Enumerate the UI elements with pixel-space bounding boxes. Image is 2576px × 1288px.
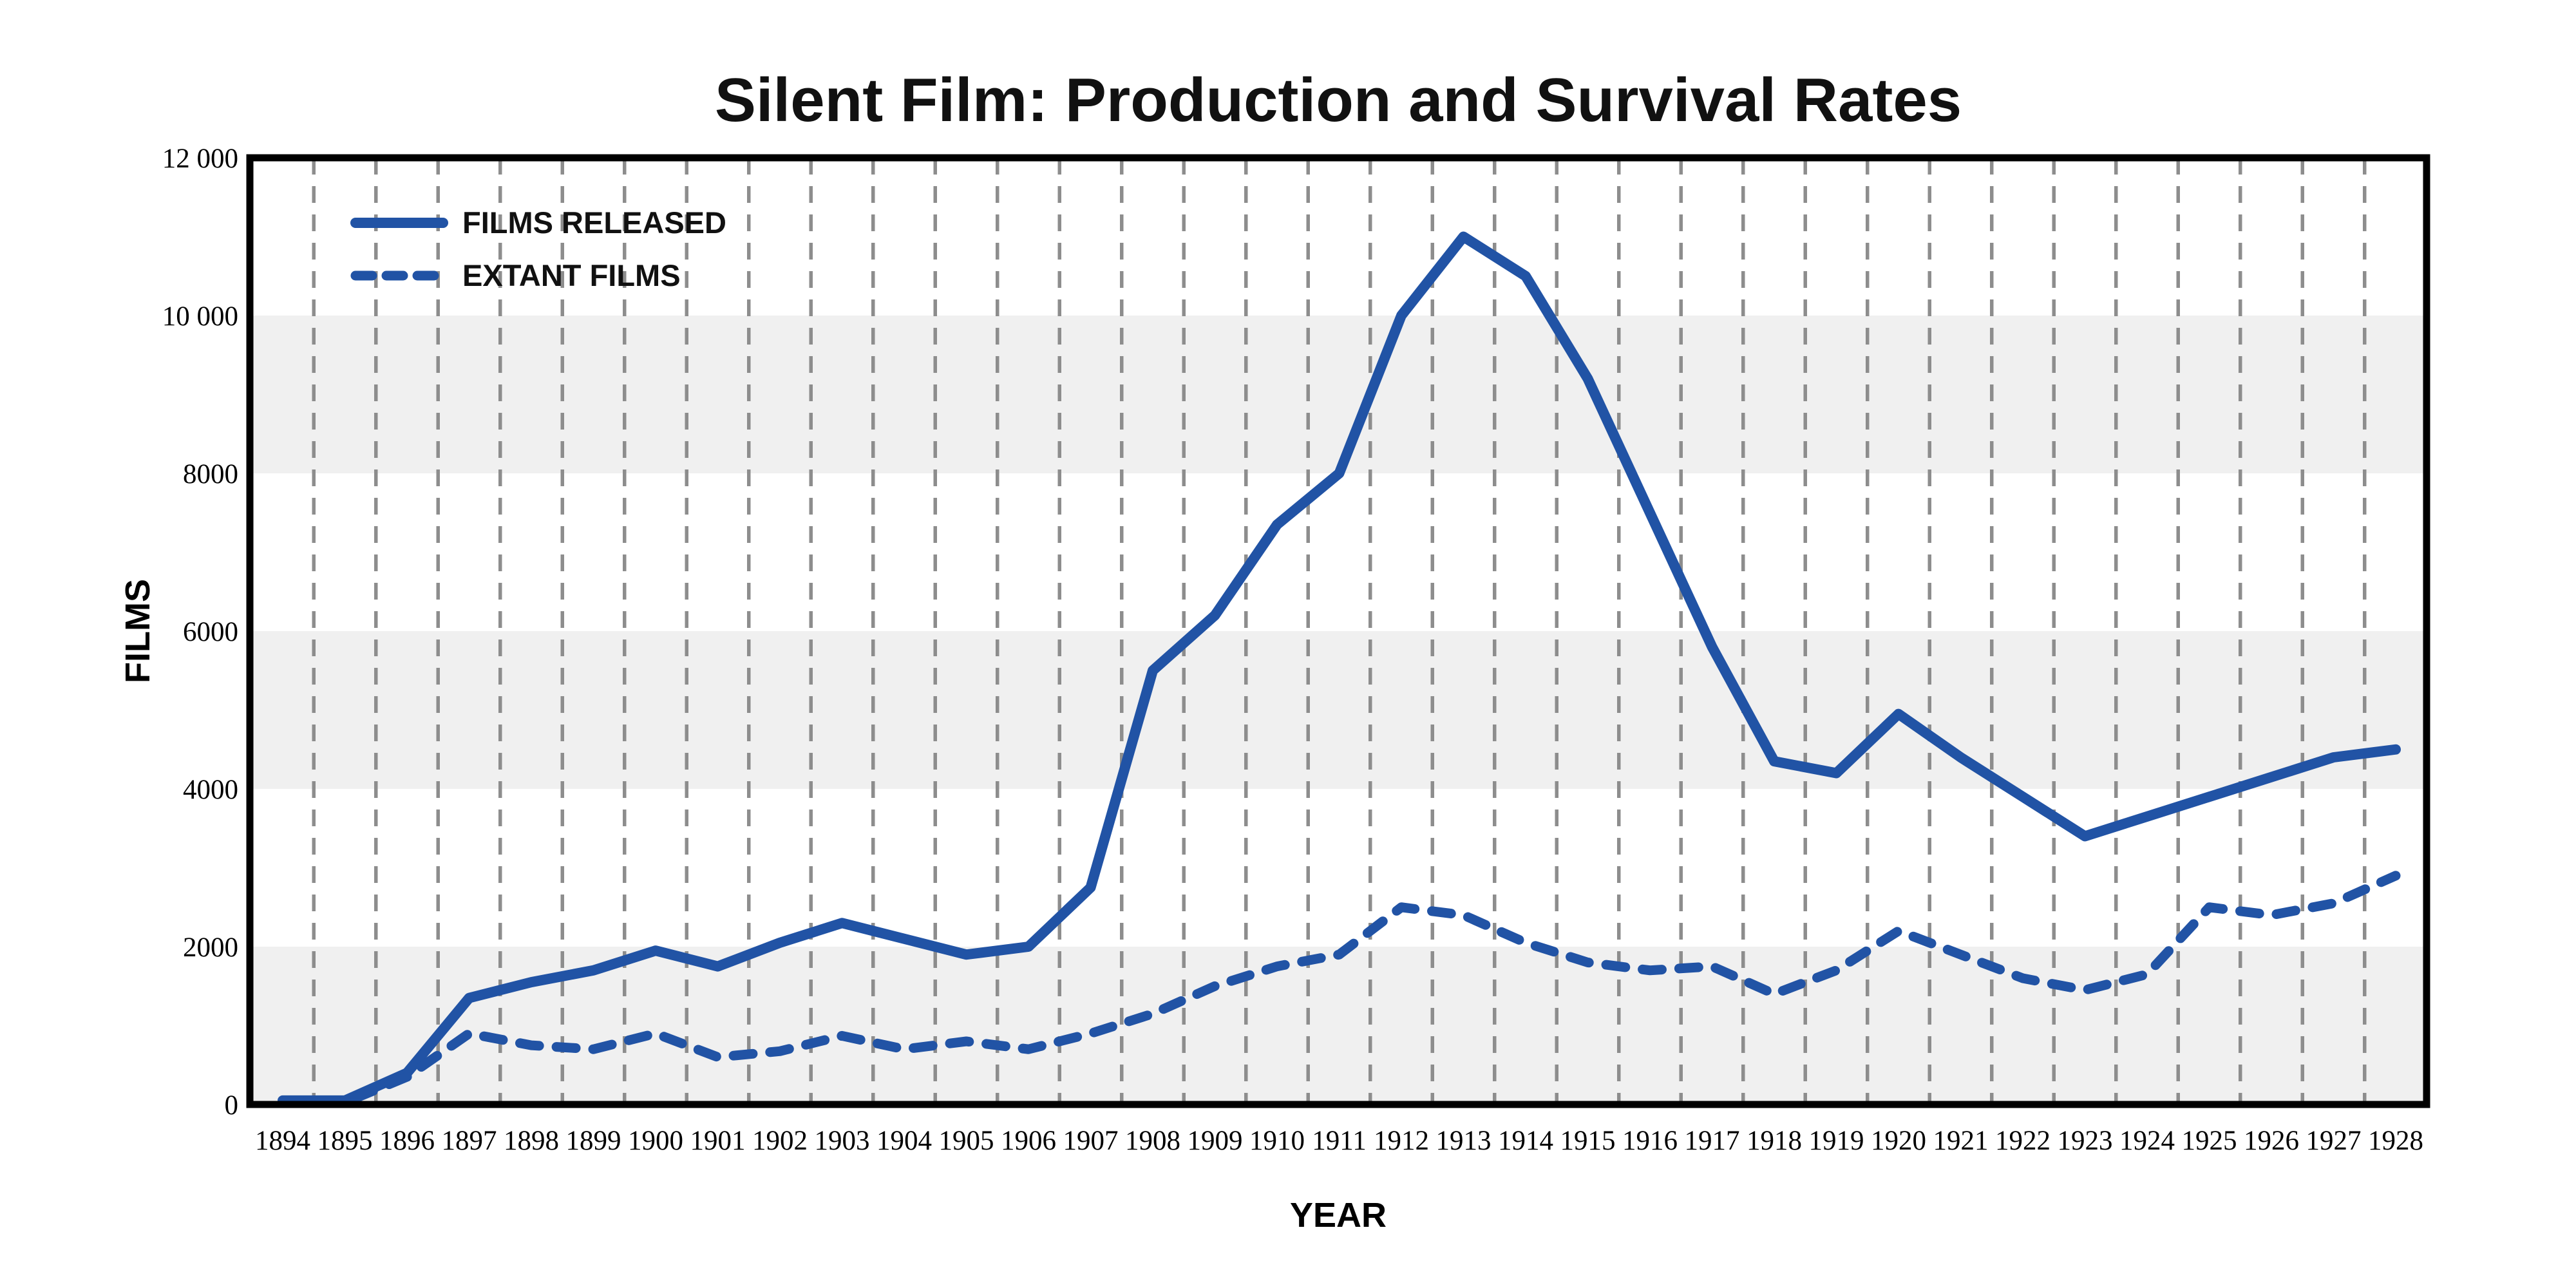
x-tick-label: 1911 [1312,1126,1366,1156]
y-axis-title: FILMS [118,579,157,683]
x-tick-label: 1925 [2182,1126,2237,1156]
x-tick-label: 1895 [317,1126,373,1156]
x-tick-label: 1894 [255,1126,310,1156]
x-tick-label: 1898 [504,1126,559,1156]
shaded-bands [250,316,2427,1104]
x-tick-label: 1914 [1498,1126,1553,1156]
legend-label-films-released: FILMS RELEASED [462,205,726,240]
x-tick-label: 1920 [1871,1126,1926,1156]
x-tick-label: 1910 [1249,1126,1305,1156]
y-tick-label: 6000 [183,617,238,647]
x-axis-tick-labels: 1894 1895 1896 1897 1898 1899 1900 1901 1902 1903… [255,1126,2423,1156]
y-tick-label: 8000 [183,459,238,489]
x-tick-label: 1919 [1809,1126,1864,1156]
x-tick-label: 1901 [690,1126,746,1156]
x-tick-label: 1907 [1063,1126,1119,1156]
x-tick-label: 1906 [1001,1126,1056,1156]
x-axis-title: YEAR [1290,1196,1387,1235]
y-tick-label: 10 000 [162,301,238,332]
y-tick-label: 12 000 [162,144,238,174]
x-tick-label: 1923 [2058,1126,2113,1156]
x-tick-label: 1897 [442,1126,497,1156]
series-line-extant-films [278,871,2401,1108]
x-tick-label: 1917 [1685,1126,1740,1156]
y-tick-label: 4000 [183,775,238,805]
x-tick-label: 1924 [2119,1126,2175,1156]
legend-label-extant-films: EXTANT FILMS [462,258,681,292]
shaded-band [250,947,2427,1104]
x-tick-label: 1903 [815,1126,870,1156]
x-tick-label: 1896 [379,1126,435,1156]
x-tick-label: 1913 [1436,1126,1492,1156]
x-tick-label: 1922 [1995,1126,2050,1156]
gridlines [312,158,2367,1104]
x-tick-label: 1899 [566,1126,621,1156]
x-tick-label: 1912 [1374,1126,1429,1156]
shaded-band [250,631,2427,789]
x-tick-label: 1926 [2244,1126,2299,1156]
x-tick-label: 1918 [1747,1126,1802,1156]
y-tick-label: 2000 [183,933,238,963]
series-lines [278,231,2401,1108]
x-tick-label: 1927 [2306,1126,2362,1156]
y-tick-label: 0 [225,1090,239,1121]
x-tick-label: 1909 [1188,1126,1243,1156]
x-tick-label: 1900 [628,1126,683,1156]
x-tick-label: 1908 [1125,1126,1180,1156]
x-tick-label: 1928 [2368,1126,2423,1156]
x-tick-label: 1905 [939,1126,994,1156]
x-tick-label: 1915 [1560,1126,1616,1156]
x-tick-label: 1902 [752,1126,808,1156]
legend: FILMS RELEASED EXTANT FILMS [350,205,726,292]
series-line-films-released [278,231,2401,1106]
plot-border [246,154,2430,1108]
x-tick-label: 1904 [876,1126,932,1156]
x-tick-label: 1921 [1933,1126,1989,1156]
y-axis-tick-labels: 0 2000 4000 6000 8000 10 000 12 000 [162,144,238,1121]
chart-title: Silent Film: Production and Survival Rat… [715,66,1962,135]
shaded-band [250,316,2427,473]
x-tick-label: 1916 [1622,1126,1678,1156]
